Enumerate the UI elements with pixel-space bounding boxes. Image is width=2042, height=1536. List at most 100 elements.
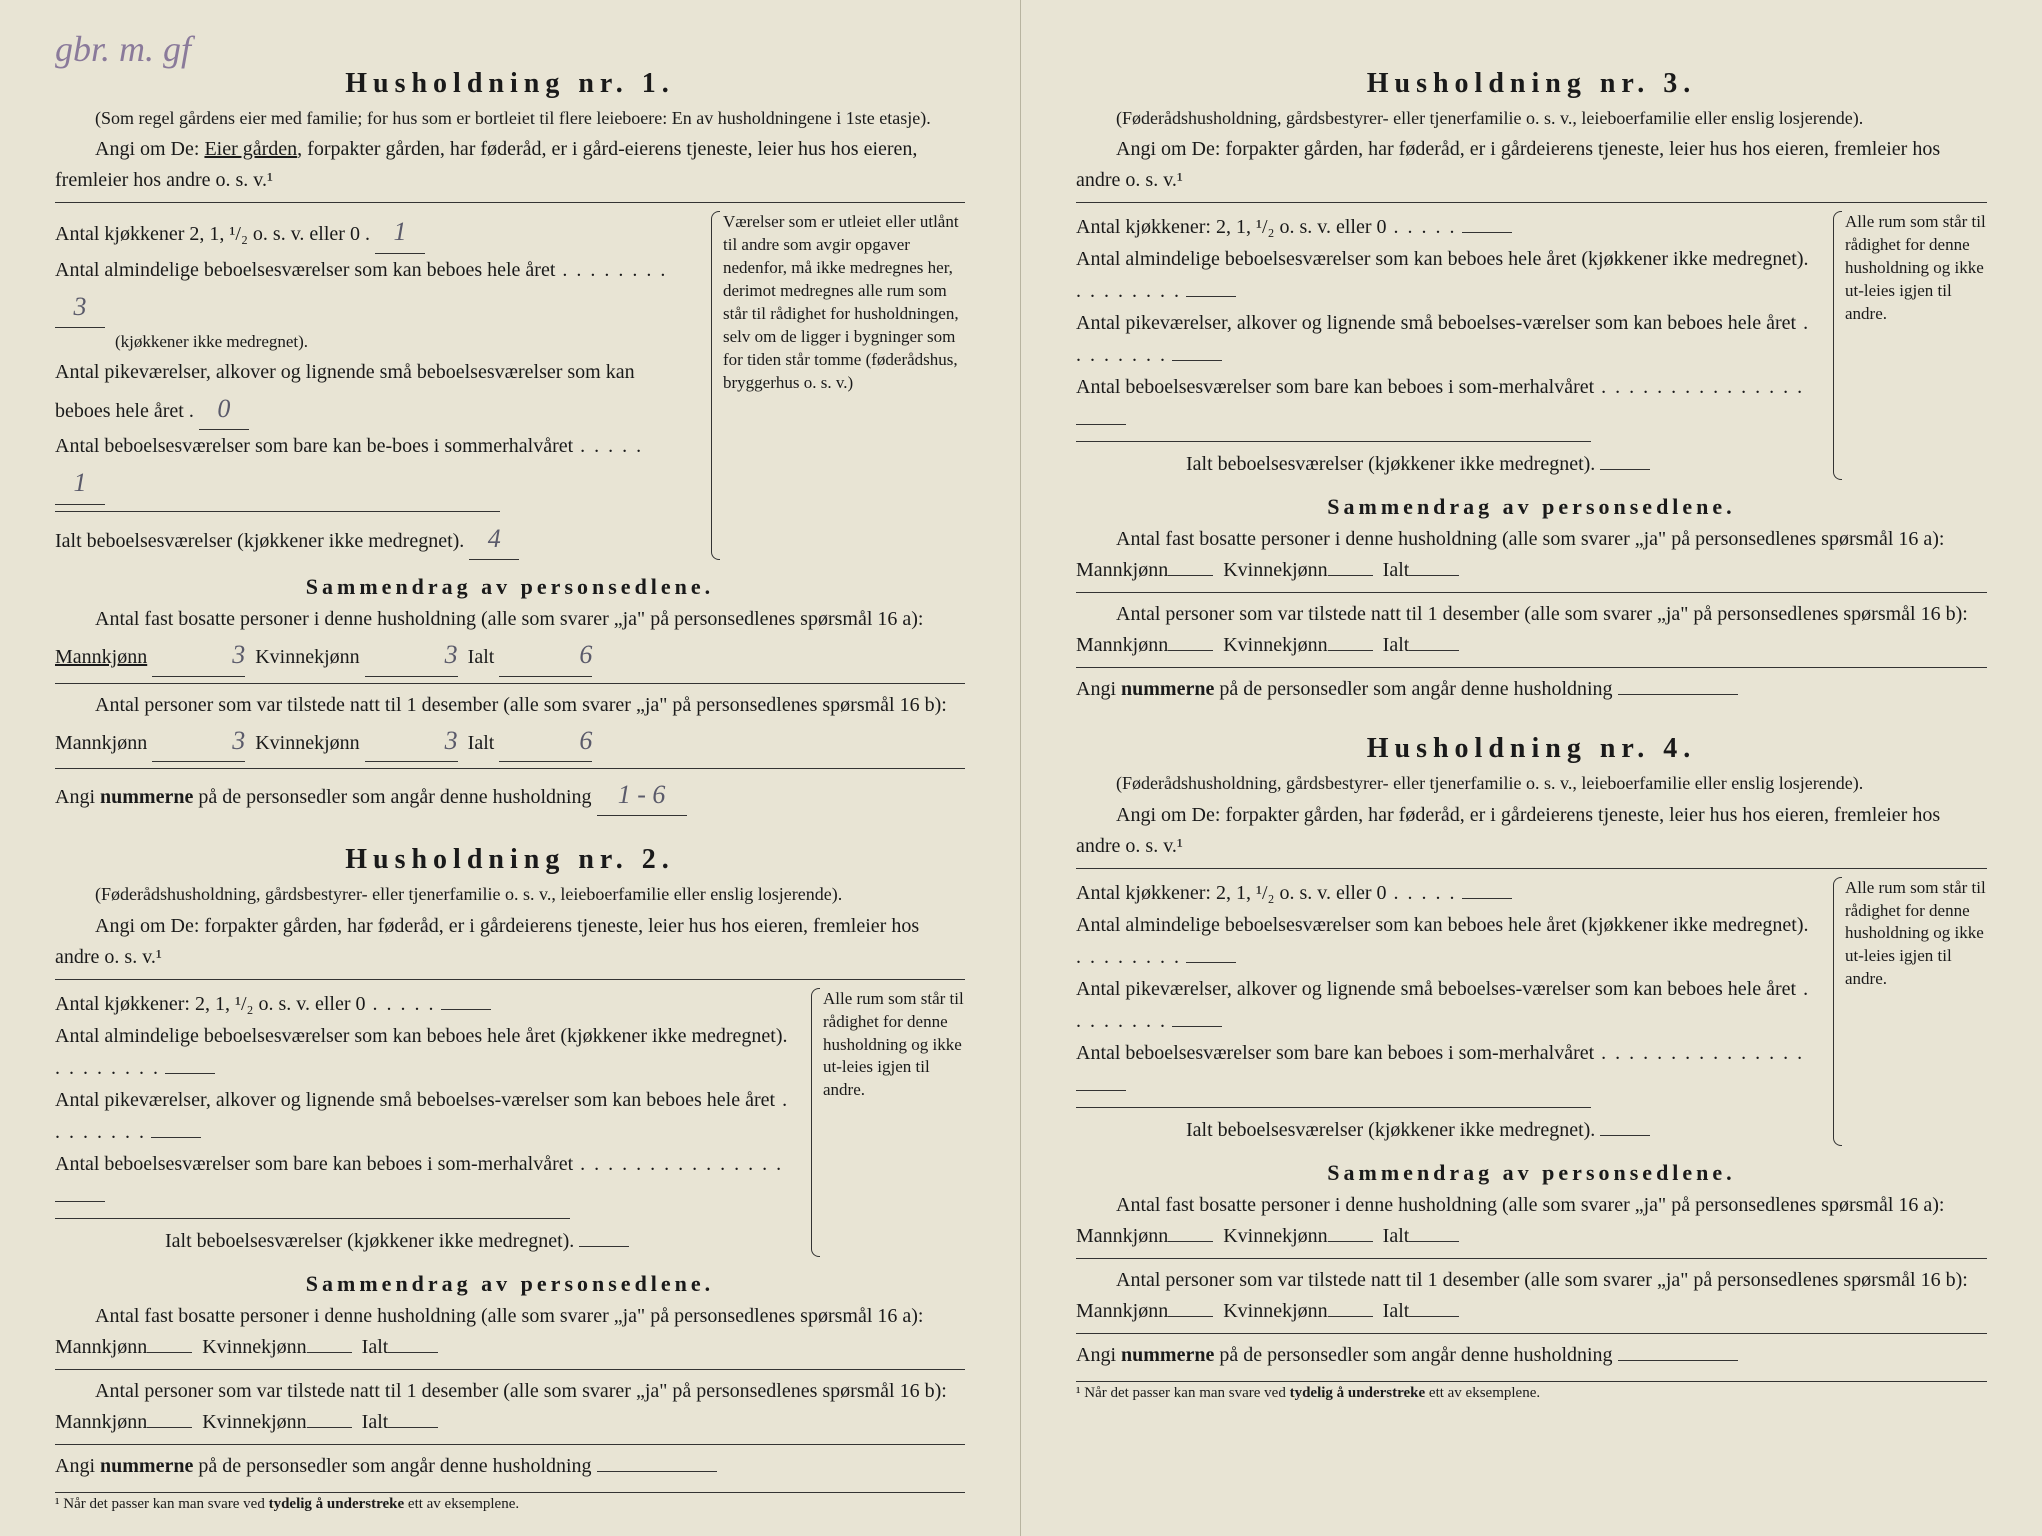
angi-num-3-row: Angi nummerne på de personsedler som ang… (1076, 674, 1987, 705)
summary-1-title: Sammendrag av personsedlene. (55, 574, 965, 600)
alm-4-label: Antal almindelige beboelsesværelser som … (1076, 914, 1809, 936)
mann-label: Mannkjønn (55, 646, 147, 668)
ialt-3b-sum-label: Ialt (1383, 634, 1410, 656)
kvinne-4-label: Kvinnekjønn (1223, 1225, 1327, 1247)
section-4-form: Antal kjøkkener: 2, 1, ¹/₂ o. s. v. elle… (1076, 877, 1987, 1146)
angi-num-2-post: på de personsedler som angår denne husho… (193, 1455, 591, 1477)
kvinne-4b-label: Kvinnekjønn (1223, 1300, 1327, 1322)
section-1-subtitle: (Som regel gårdens eier med familie; for… (55, 106, 965, 130)
pike-2-label: Antal pikeværelser, alkover og lignende … (55, 1089, 775, 1111)
tilstede-2-label: Antal personer som var tilstede natt til… (95, 1380, 947, 1402)
footnote-post: ett av eksemplene. (404, 1496, 519, 1512)
alm-row: Antal almindelige beboelsesværelser som … (55, 254, 690, 329)
fast-4-label: Antal fast bosatte personer i denne hush… (1116, 1194, 1945, 1216)
left-page: gbr. m. gf Husholdning nr. 1. (Som regel… (0, 0, 1021, 1536)
section-3-angi: Angi om De: forpakter gården, har føderå… (1076, 134, 1987, 196)
angi-num-2-pre: Angi (55, 1455, 100, 1477)
section-1-sidebar: Værelser som er utleiet eller utlånt til… (705, 211, 965, 560)
kjokkener-4-label: Antal kjøkkener: 2, 1, ¹/₂ o. s. v. elle… (1076, 882, 1387, 904)
til-mann-val: 3 (192, 721, 245, 761)
fast-4-row: Antal fast bosatte personer i denne hush… (1076, 1190, 1987, 1252)
section-3-title: Husholdning nr. 3. (1076, 68, 1987, 100)
section-2-sidebar: Alle rum som står til rådighet for denne… (805, 988, 965, 1257)
ialt-2-row: Ialt beboelsesværelser (kjøkkener ikke m… (55, 1225, 790, 1257)
ialt-4-row: Ialt beboelsesværelser (kjøkkener ikke m… (1076, 1114, 1812, 1146)
ialt-sum-label2: Ialt (468, 732, 495, 754)
mann-label2: Mannkjønn (55, 732, 147, 754)
mann-2-label: Mannkjønn (55, 1336, 147, 1358)
ialt-value: 4 (488, 518, 501, 560)
tilstede-2-row: Antal personer som var tilstede natt til… (55, 1376, 965, 1438)
angi-num-3-pre: Angi (1076, 678, 1121, 700)
section-1-title: Husholdning nr. 1. (55, 68, 965, 100)
angi-num-pre: Angi (55, 786, 100, 808)
angi-pre: Angi om De: (95, 138, 204, 160)
section-2-angi: Angi om De: forpakter gården, har føderå… (55, 911, 965, 973)
tilstede-3-row: Antal personer som var tilstede natt til… (1076, 599, 1987, 661)
sommer-2-row: Antal beboelsesværelser som bare kan beb… (55, 1148, 790, 1212)
handwritten-annotation: gbr. m. gf (55, 28, 191, 70)
kjokkener-2-row: Antal kjøkkener: 2, 1, ¹/₂ o. s. v. elle… (55, 988, 790, 1020)
section-1-angi: Angi om De: Eier gården, forpakter gårde… (55, 134, 965, 196)
angi-num-4-bold: nummerne (1121, 1344, 1214, 1366)
angi-num-3-bold: nummerne (1121, 678, 1214, 700)
summary-2-title: Sammendrag av personsedlene. (55, 1271, 965, 1297)
section-2-subtitle: (Føderådshusholdning, gårdsbestyrer- ell… (55, 882, 965, 906)
footnote-bold: tydelig å understreke (269, 1496, 405, 1512)
til-ialt-val: 6 (539, 721, 592, 761)
kjokkener-3-row: Antal kjøkkener: 2, 1, ¹/₂ o. s. v. elle… (1076, 211, 1812, 243)
alm-sub: (kjøkkener ikke medregnet). (55, 328, 690, 355)
section-4-angi: Angi om De: forpakter gården, har føderå… (1076, 800, 1987, 862)
angi-num-val: 1 - 6 (618, 775, 666, 815)
section-4-sidebar: Alle rum som står til rådighet for denne… (1827, 877, 1987, 1146)
sidebar-2-text: Alle rum som står til rådighet for denne… (823, 989, 964, 1100)
kvinne-2b-label: Kvinnekjønn (202, 1411, 306, 1433)
section-3-sidebar: Alle rum som står til rådighet for denne… (1827, 211, 1987, 480)
alm-2-row: Antal almindelige beboelsesværelser som … (55, 1020, 790, 1084)
kjokkener-3-label: Antal kjøkkener: 2, 1, ¹/₂ o. s. v. elle… (1076, 216, 1387, 238)
tilstede-row: Antal personer som var tilstede natt til… (55, 690, 965, 762)
angi-num-bold: nummerne (100, 786, 193, 808)
angi-num-row: Angi nummerne på de personsedler som ang… (55, 775, 965, 816)
ialt-2-sum-label: Ialt (362, 1336, 389, 1358)
pike-3-row: Antal pikeværelser, alkover og lignende … (1076, 307, 1812, 371)
pike-3-label: Antal pikeværelser, alkover og lignende … (1076, 312, 1796, 334)
sommer-row: Antal beboelsesværelser som bare kan be-… (55, 430, 690, 505)
pike-4-row: Antal pikeværelser, alkover og lignende … (1076, 973, 1812, 1037)
angi-num-2-row: Angi nummerne på de personsedler som ang… (55, 1451, 965, 1482)
ialt-4-label: Ialt beboelsesværelser (kjøkkener ikke m… (1186, 1119, 1595, 1141)
summary-3-title: Sammendrag av personsedlene. (1076, 494, 1987, 520)
ialt-3-label: Ialt beboelsesværelser (kjøkkener ikke m… (1186, 453, 1595, 475)
sidebar-text: Værelser som er utleiet eller utlånt til… (723, 212, 959, 392)
ialt-2-label: Ialt beboelsesværelser (kjøkkener ikke m… (165, 1230, 574, 1252)
section-4-title: Husholdning nr. 4. (1076, 733, 1987, 765)
kvinne-label: Kvinnekjønn (255, 646, 359, 668)
section-2-form: Antal kjøkkener: 2, 1, ¹/₂ o. s. v. elle… (55, 988, 965, 1257)
mann-3b-label: Mannkjønn (1076, 634, 1168, 656)
angi-num-4-pre: Angi (1076, 1344, 1121, 1366)
kvinne-label2: Kvinnekjønn (255, 732, 359, 754)
summary-4-title: Sammendrag av personsedlene. (1076, 1160, 1987, 1186)
ialt-3-row: Ialt beboelsesværelser (kjøkkener ikke m… (1076, 448, 1812, 480)
sommer-4-label: Antal beboelsesværelser som bare kan beb… (1076, 1042, 1594, 1064)
mann-4b-label: Mannkjønn (1076, 1300, 1168, 1322)
angi-num-2-bold: nummerne (100, 1455, 193, 1477)
ialt-label: Ialt beboelsesværelser (kjøkkener ikke m… (55, 530, 464, 552)
fast-2-label: Antal fast bosatte personer i denne hush… (95, 1305, 924, 1327)
sidebar-3-text: Alle rum som står til rådighet for denne… (1845, 212, 1986, 323)
pike-4-label: Antal pikeværelser, alkover og lignende … (1076, 978, 1796, 1000)
sommer-4-row: Antal beboelsesværelser som bare kan beb… (1076, 1037, 1812, 1101)
alm-3-row: Antal almindelige beboelsesværelser som … (1076, 243, 1812, 307)
right-page: Husholdning nr. 3. (Føderådshusholdning,… (1021, 0, 2042, 1536)
pike-row: Antal pikeværelser, alkover og lignende … (55, 356, 690, 431)
sommer-3-label: Antal beboelsesværelser som bare kan beb… (1076, 376, 1594, 398)
fast-row: Antal fast bosatte personer i denne hush… (55, 604, 965, 676)
fast-mann-val: 3 (192, 635, 245, 675)
kvinne-3-label: Kvinnekjønn (1223, 559, 1327, 581)
sidebar-4-text: Alle rum som står til rådighet for denne… (1845, 878, 1986, 989)
fast-3-label: Antal fast bosatte personer i denne hush… (1116, 528, 1945, 550)
footnote-r-bold: tydelig å understreke (1290, 1385, 1426, 1401)
mann-4-label: Mannkjønn (1076, 1225, 1168, 1247)
fast-kvinne-val: 3 (405, 635, 458, 675)
kvinne-2-label: Kvinnekjønn (202, 1336, 306, 1358)
